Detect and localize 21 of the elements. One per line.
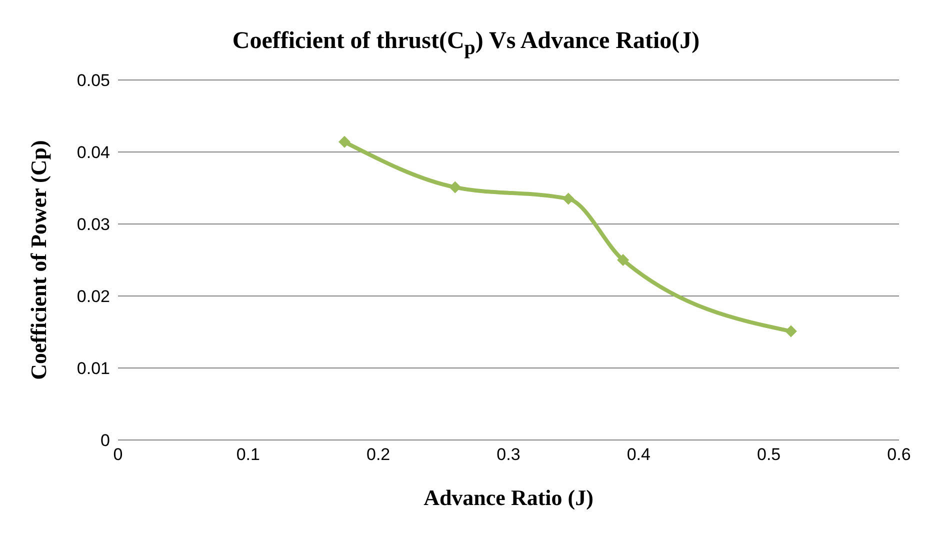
x-axis-title: Advance Ratio (J) — [424, 485, 594, 510]
y-tick-label: 0.02 — [76, 287, 110, 306]
point — [562, 192, 574, 205]
x-tick-label: 0.1 — [236, 445, 260, 464]
point — [617, 254, 630, 266]
x-tick-label: 0.2 — [366, 445, 390, 464]
x-tick-label: 0.6 — [887, 445, 911, 464]
y-tick-label: 0.01 — [76, 359, 110, 378]
y-axis-title: Coefficient of Power (Cp) — [26, 140, 51, 380]
y-tick-label: 0.04 — [76, 143, 110, 162]
x-tick-label: 0.3 — [496, 445, 520, 464]
point — [449, 181, 462, 194]
x-tick-label: 0.5 — [757, 445, 781, 464]
point — [338, 136, 350, 148]
point — [784, 325, 797, 338]
y-tick-label: 0 — [100, 431, 110, 450]
x-tick-label: 0.4 — [626, 445, 650, 464]
y-tick-label: 0.03 — [76, 215, 110, 234]
x-tick-label: 0 — [113, 445, 123, 464]
chart-title: Coefficient of thrust(C$_{p}$) Vs Advance Ratio(J) — [231, 27, 701, 60]
y-tick-label: 0.05 — [76, 71, 110, 90]
